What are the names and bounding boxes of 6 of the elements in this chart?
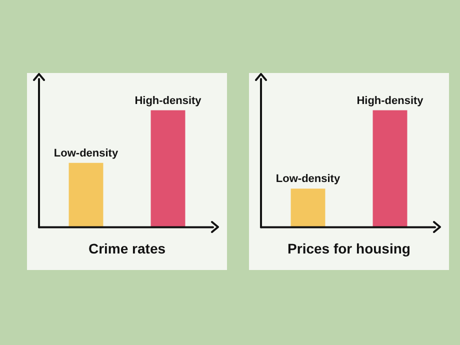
x-axis-title: Prices for housing <box>288 240 410 256</box>
x-tick-label: Low-density <box>54 147 119 160</box>
x-tick-label: Low-density <box>276 173 341 186</box>
x-tick-label: High-density <box>356 94 424 107</box>
x-tick-label: High-density <box>134 94 202 107</box>
x-axis-title: Crime rates <box>88 240 166 256</box>
